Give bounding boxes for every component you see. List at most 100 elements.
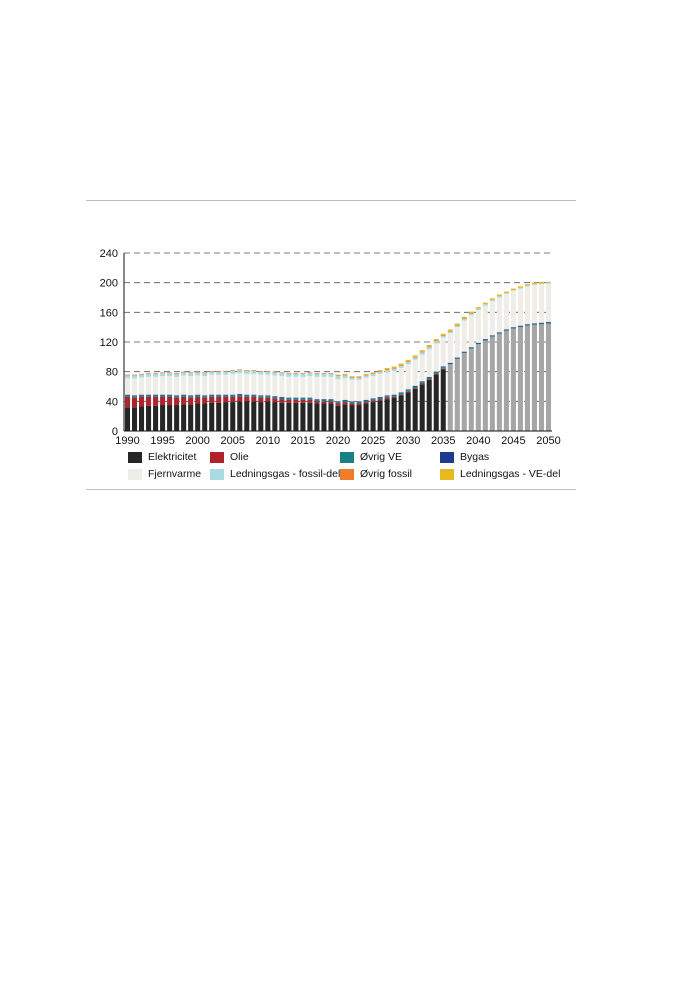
bar-segment: [419, 350, 425, 352]
bar-segment: [335, 403, 341, 406]
bar-segment: [377, 397, 383, 400]
bar-segment: [307, 398, 313, 400]
bar-segment: [321, 401, 327, 404]
bar-segment: [209, 371, 215, 375]
bar-segment: [391, 394, 397, 396]
bar-segment: [314, 399, 320, 400]
bar-segment: [321, 403, 327, 431]
legend-swatch: [210, 451, 224, 463]
bar-segment: [447, 329, 453, 331]
bar-segment: [124, 375, 131, 379]
bar-segment: [475, 342, 481, 344]
bar-segment: [230, 402, 236, 431]
bar-segment: [286, 402, 292, 431]
bar-segment: [370, 399, 376, 401]
bar-segment: [419, 384, 425, 431]
bar-segment: [342, 375, 348, 379]
bar-segment: [538, 323, 545, 325]
legend-swatch: [340, 468, 354, 480]
legend-label: Elektricitet: [148, 451, 197, 463]
bar-segment: [174, 396, 180, 398]
bar-segment: [524, 324, 530, 325]
bar-segment: [237, 393, 243, 395]
bar-segment: [279, 373, 285, 377]
bar-segment: [538, 322, 545, 324]
bar-segment: [510, 328, 516, 431]
bar-segment: [433, 373, 439, 375]
bar-segment: [223, 371, 229, 375]
bar-segment: [531, 323, 537, 325]
bar-segment: [251, 373, 257, 395]
bar-segment: [265, 371, 271, 375]
bar-segment: [244, 373, 250, 395]
bar-segment: [405, 392, 411, 431]
bar-segment: [258, 395, 264, 397]
y-tick-label: 240: [100, 248, 118, 260]
bar-segment: [139, 373, 145, 375]
bar-segment: [468, 315, 474, 348]
bar-segment: [384, 372, 390, 396]
bar-segment: [146, 396, 152, 406]
bar-segment: [216, 394, 222, 396]
bar-segment: [335, 401, 341, 403]
bar-segment: [272, 371, 278, 373]
bar-segment: [426, 349, 432, 377]
bar-segment: [342, 400, 348, 403]
bar-segment: [188, 395, 194, 397]
bar-segment: [174, 373, 180, 374]
bar-segment: [433, 371, 439, 373]
bar-segment: [286, 399, 292, 403]
bar-segment: [307, 372, 313, 374]
bar-segment: [370, 373, 376, 374]
bar-segment: [223, 402, 229, 431]
bar-segment: [412, 386, 418, 388]
bar-segment: [279, 402, 285, 431]
bar-segment: [342, 374, 348, 376]
bar-segment: [517, 288, 523, 326]
bar-segment: [160, 396, 166, 406]
bar-segment: [230, 394, 236, 396]
bar-segment: [293, 399, 299, 403]
bar-segment: [286, 373, 292, 377]
bar-segment: [146, 394, 152, 396]
bar-segment: [300, 397, 306, 399]
bar-segment: [349, 401, 355, 403]
bar-segment: [503, 291, 509, 294]
bar-segment: [279, 376, 285, 397]
bar-segment: [181, 404, 187, 431]
legend-label: Ledningsgas - VE-del: [460, 468, 561, 480]
x-tick-label: 2025: [361, 435, 385, 447]
bar-segment: [139, 377, 145, 395]
bar-segment: [335, 374, 341, 376]
legend-swatch: [128, 451, 142, 463]
bar-segment: [468, 348, 474, 431]
bar-segment: [517, 326, 523, 328]
bar-segment: [146, 373, 152, 377]
bar-segment: [370, 376, 376, 399]
bar-segment: [131, 378, 138, 396]
bar-segment: [160, 394, 166, 396]
bar-segment: [440, 336, 446, 338]
bar-segment: [314, 373, 320, 377]
bar-segment: [342, 378, 348, 400]
bar-segment: [293, 398, 299, 400]
bar-segment: [384, 370, 390, 373]
bar-segment: [468, 347, 474, 349]
bar-segment: [342, 404, 348, 431]
bar-segment: [384, 397, 390, 400]
bar-segment: [237, 373, 243, 394]
bar-segment: [482, 340, 488, 431]
bar-segment: [328, 399, 334, 402]
bar-segment: [405, 389, 411, 391]
bar-segment: [468, 311, 474, 314]
bar-segment: [503, 330, 509, 331]
bar-segment: [489, 301, 495, 336]
bar-segment: [153, 396, 159, 406]
bar-segment: [454, 327, 460, 358]
bar-segment: [398, 365, 404, 368]
bar-segment: [131, 396, 138, 398]
bar-segment: [153, 394, 159, 396]
bar-segment: [167, 396, 173, 406]
bar-segment: [293, 373, 299, 377]
bar-segment: [349, 405, 355, 431]
